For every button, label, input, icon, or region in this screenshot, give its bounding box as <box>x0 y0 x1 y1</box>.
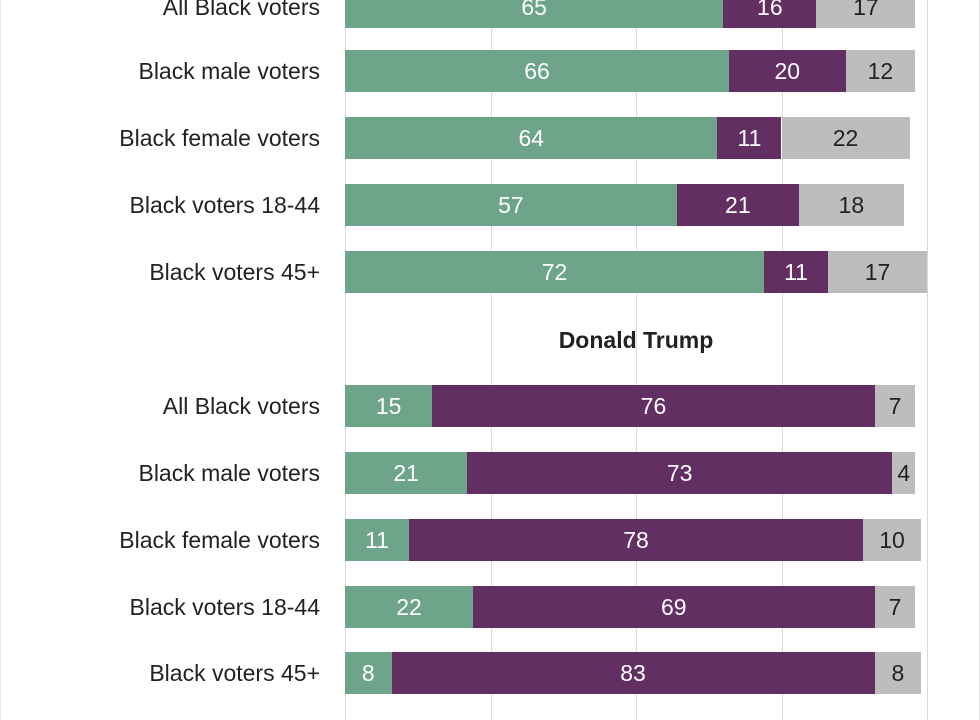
data-label: 69 <box>661 594 687 620</box>
data-label: 11 <box>365 527 389 553</box>
data-label: 21 <box>725 192 751 218</box>
bar-segment <box>345 184 677 226</box>
row-label: Black voters 45+ <box>149 259 320 285</box>
bar-segment <box>862 519 922 561</box>
bar-segment <box>409 519 863 561</box>
data-label: 10 <box>879 527 905 553</box>
bar-segment <box>345 452 468 494</box>
data-label: 17 <box>864 259 891 285</box>
data-label: 17 <box>853 0 879 20</box>
bar-segment <box>345 50 730 92</box>
bar-segment <box>729 50 846 92</box>
bar-segment <box>874 586 916 628</box>
data-label: 72 <box>541 259 568 285</box>
data-label: 8 <box>361 660 375 686</box>
data-label: 7 <box>888 393 902 419</box>
row-label: Black voters 18-44 <box>129 192 320 218</box>
gridline <box>927 0 928 720</box>
data-label: 4 <box>897 460 911 486</box>
gridline <box>636 0 637 720</box>
data-label: 18 <box>838 192 865 218</box>
bar-segment <box>828 251 927 293</box>
row-label: Black voters 45+ <box>149 660 320 686</box>
bar-segment <box>874 652 922 694</box>
data-label: 57 <box>498 192 524 218</box>
bar-segment <box>816 0 916 28</box>
data-label: 16 <box>757 0 783 20</box>
data-label: 66 <box>524 58 550 84</box>
gridline <box>345 0 346 720</box>
data-label: 78 <box>623 527 649 553</box>
data-label: 11 <box>784 259 808 285</box>
data-label: 65 <box>521 0 547 20</box>
row-label: Black voters 18-44 <box>129 594 320 620</box>
bar-segment <box>717 117 782 159</box>
bar-segment <box>345 652 392 694</box>
data-label: 76 <box>640 393 667 419</box>
bar-segment <box>345 117 718 159</box>
bar-segment <box>781 117 910 159</box>
row-label: Black female voters <box>119 125 320 151</box>
data-label: 20 <box>774 58 801 84</box>
data-label: 22 <box>832 125 859 151</box>
bar-segment <box>764 251 829 293</box>
data-label: 15 <box>375 393 402 419</box>
bar-segment <box>676 184 799 226</box>
data-label: 83 <box>620 660 646 686</box>
group-title: Donald Trump <box>558 327 714 353</box>
data-label: 22 <box>396 594 422 620</box>
row-label: All Black voters <box>162 0 320 20</box>
bar-segment <box>845 50 916 92</box>
row-label: Black male voters <box>138 58 320 84</box>
bar-segment <box>473 586 875 628</box>
row-label: All Black voters <box>162 393 320 419</box>
chart-left-border <box>0 0 1 720</box>
data-label: 8 <box>891 660 905 686</box>
bar-segment <box>798 184 904 226</box>
bar-segment <box>432 385 875 427</box>
data-label: 7 <box>888 594 902 620</box>
bar-segment <box>345 251 765 293</box>
gridline <box>782 0 783 720</box>
gridline <box>491 0 492 720</box>
bar-segment <box>892 452 916 494</box>
data-label: 12 <box>867 58 894 84</box>
data-label: 73 <box>666 460 693 486</box>
bar-segment <box>874 385 916 427</box>
row-label: Black male voters <box>138 460 320 486</box>
bar-segment <box>345 519 410 561</box>
bar-segment <box>345 0 724 28</box>
data-label: 11 <box>737 125 762 151</box>
bar-segment <box>723 0 817 28</box>
bar-segment <box>345 586 474 628</box>
row-label: Black female voters <box>119 527 320 553</box>
bar-segment <box>391 652 875 694</box>
data-label: 64 <box>518 125 545 151</box>
data-label: 21 <box>393 460 419 486</box>
bar-segment <box>345 385 433 427</box>
bar-segment <box>467 452 893 494</box>
